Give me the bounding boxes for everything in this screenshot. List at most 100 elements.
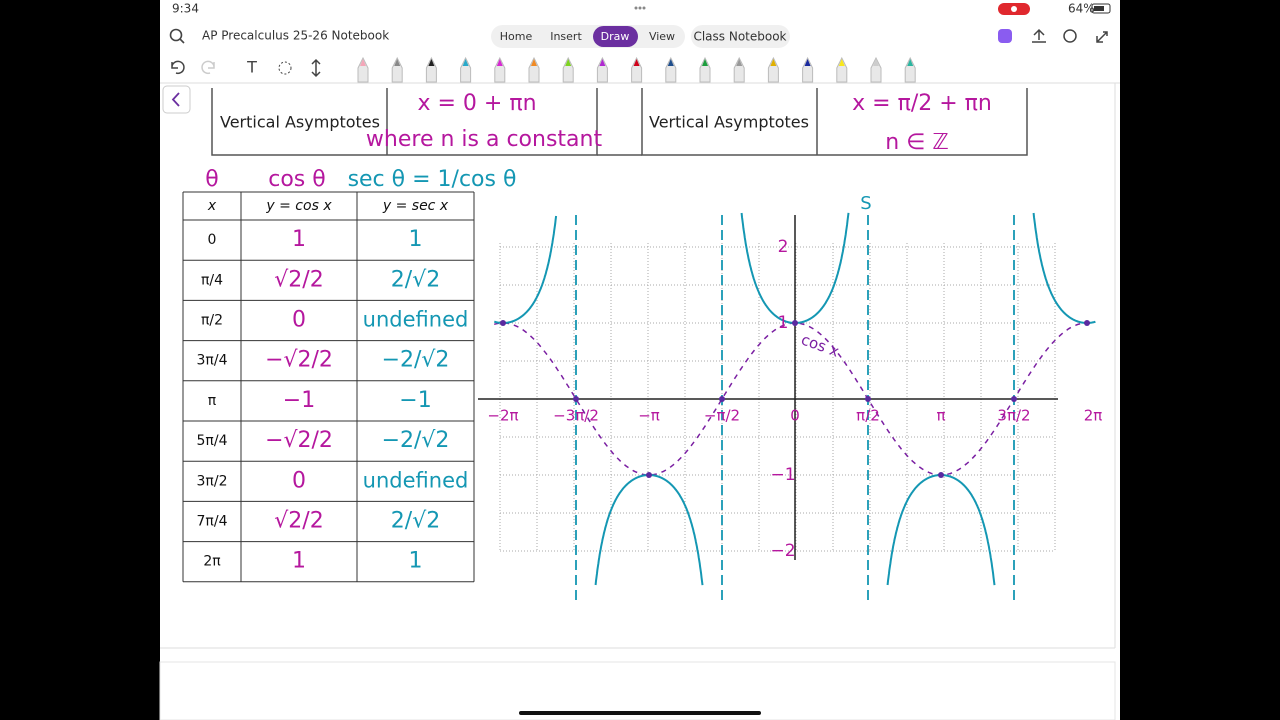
pen-tip <box>565 59 572 66</box>
pen-tip <box>360 59 366 66</box>
notebook-title[interactable]: AP Precalculus 25-26 Notebook <box>202 29 389 43</box>
pen-tool[interactable] <box>767 56 779 83</box>
heading-theta: θ <box>205 167 218 192</box>
asymptote-equation: x = 0 + πn <box>417 91 536 116</box>
search-icon[interactable] <box>169 28 183 42</box>
lasso-icon[interactable] <box>278 61 292 75</box>
search-icon-handle <box>179 38 185 44</box>
back-arrow <box>171 92 180 107</box>
x-axis-label: −2π <box>487 407 518 425</box>
tab-group <box>491 25 685 48</box>
left-table-border <box>211 88 598 156</box>
pen-tool[interactable] <box>802 56 814 83</box>
pen-tool[interactable] <box>562 56 574 83</box>
x-axis-label: 2π <box>1084 407 1103 425</box>
tabs: Home Insert Draw View <box>500 30 675 43</box>
right-table-border <box>641 88 1028 156</box>
pen-tip <box>736 59 743 66</box>
point <box>1084 320 1090 326</box>
next-page <box>159 661 1116 720</box>
tab[interactable]: Insert <box>550 30 582 43</box>
x-axis-label: −π <box>638 407 660 425</box>
point <box>865 396 871 402</box>
values-table: x y = cos x y = sec x 0 1 1 π/4 √2/2 2/√2 π/2 0 und… <box>182 191 475 583</box>
table-cell: −2/√2 <box>382 428 450 453</box>
table-cell: π/4 <box>201 272 223 288</box>
x-axis-label: 3π/2 <box>997 407 1030 425</box>
table-cell: √2/2 <box>274 267 323 292</box>
pen-tool[interactable] <box>494 56 506 83</box>
tab[interactable]: Home <box>500 30 533 43</box>
collapse-icon[interactable] <box>1096 31 1108 43</box>
x-axis-label: π/2 <box>856 407 880 425</box>
pen-tip <box>496 59 503 66</box>
pen-tool[interactable] <box>733 56 745 83</box>
y-axis-label: −1 <box>770 465 795 485</box>
table-cell: 0 <box>292 468 306 493</box>
pen-tool[interactable] <box>836 56 848 83</box>
class-notebook-button[interactable]: Class Notebook <box>693 30 786 44</box>
pen-tip <box>428 59 435 66</box>
pen-tip <box>770 59 777 66</box>
table-cell: −√2/2 <box>265 348 333 373</box>
space-icon[interactable] <box>311 58 321 78</box>
table-cell: 1 <box>292 227 306 252</box>
pen-tool[interactable] <box>391 56 403 83</box>
redo-icon[interactable] <box>201 60 215 75</box>
pen-tool[interactable] <box>870 56 882 83</box>
table-cell: 2/√2 <box>391 267 440 292</box>
asymptote-note: where n is a constant <box>366 127 603 152</box>
y-axis-label: 1 <box>778 313 789 333</box>
settings-icon[interactable] <box>1063 29 1077 43</box>
copilot-icon[interactable] <box>998 29 1012 43</box>
point <box>938 472 944 478</box>
tab[interactable]: View <box>649 30 675 43</box>
table-cell: 0 <box>292 308 306 333</box>
dot <box>638 6 642 10</box>
pen-tip <box>599 59 606 66</box>
table-cell: √2/2 <box>274 509 323 534</box>
pen-tool[interactable] <box>528 56 540 83</box>
pen-tip <box>804 59 811 66</box>
pen-tool[interactable] <box>460 56 472 83</box>
pen-tool[interactable] <box>904 56 916 83</box>
dot <box>634 6 638 10</box>
pen-tip <box>907 59 914 66</box>
table-cell: 1 <box>409 549 423 574</box>
table-header: y = sec x <box>382 198 449 214</box>
point <box>1011 396 1017 402</box>
table-cell: undefined <box>363 308 469 332</box>
share-icon[interactable] <box>1032 28 1046 43</box>
asymptote-note: n ∈ ℤ <box>885 130 948 155</box>
point <box>646 472 652 478</box>
table-header: x <box>207 198 217 214</box>
table-cell: π <box>208 393 217 409</box>
undo-icon[interactable] <box>171 60 185 75</box>
pen-tool[interactable] <box>665 56 677 83</box>
battery-level <box>1094 6 1104 11</box>
table-cell: −2/√2 <box>382 348 450 373</box>
home-indicator <box>519 711 761 715</box>
table-cell: −√2/2 <box>265 428 333 453</box>
x-axis-label: 0 <box>790 407 800 425</box>
pen-tool[interactable] <box>596 56 608 83</box>
tab[interactable]: Draw <box>601 30 630 43</box>
y-axis-label: 2 <box>778 237 789 257</box>
table-cell: 0 <box>208 232 217 248</box>
pen-tool[interactable] <box>631 56 643 83</box>
y-axis-label: −2 <box>770 541 795 561</box>
table-cell: −1 <box>283 388 315 413</box>
back-button[interactable] <box>162 85 191 114</box>
pen-tool[interactable] <box>357 56 369 83</box>
table-cell: 5π/4 <box>197 433 228 449</box>
app-window <box>160 0 1120 720</box>
asymptote-label: Vertical Asymptotes <box>220 113 380 132</box>
text-tool-icon[interactable]: T <box>246 58 257 77</box>
table-cell: 2π <box>203 554 221 570</box>
class-notebook-pill <box>691 25 790 48</box>
pen-tool[interactable] <box>425 56 437 83</box>
axis-name: S <box>860 193 871 214</box>
pen-tool[interactable] <box>699 56 711 83</box>
table-cell: 7π/4 <box>197 514 228 530</box>
